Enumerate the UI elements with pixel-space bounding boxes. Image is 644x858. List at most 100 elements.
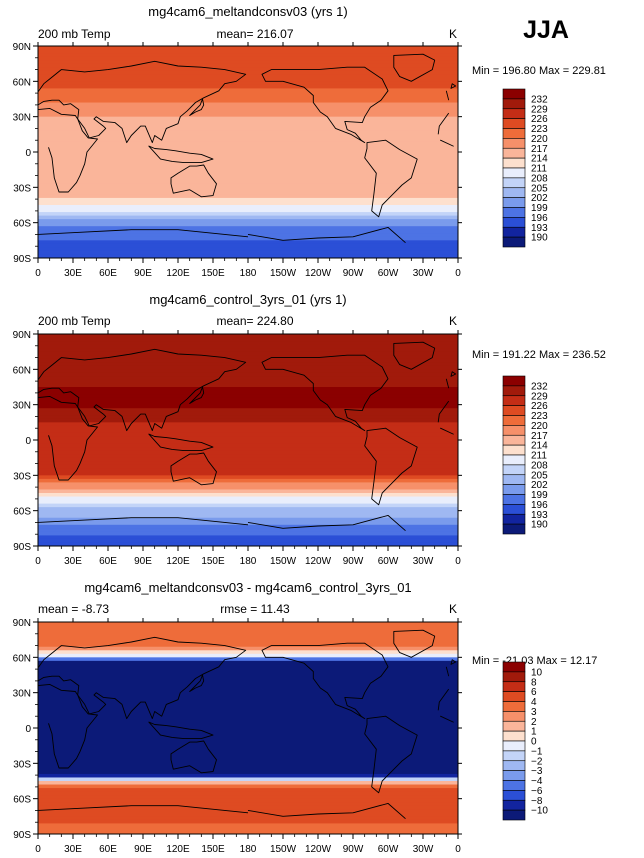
zonal-band (38, 173, 458, 178)
colorbar-level-label: −3 (531, 766, 543, 777)
colorbar-box (502, 504, 526, 515)
zonal-band (38, 84, 458, 89)
zonal-band (38, 247, 458, 252)
y-tick-label: 60S (13, 507, 31, 518)
zonal-band (38, 802, 458, 807)
colorbar-level-label: 2 (531, 717, 537, 728)
continent-outline (38, 107, 454, 193)
zonal-band (38, 376, 458, 381)
zonal-band (38, 731, 458, 736)
colorbar-level-label: 217 (531, 431, 548, 442)
colorbar-box (502, 454, 526, 466)
colorbar-level-label: −10 (531, 806, 548, 817)
zonal-band (38, 496, 458, 501)
colorbar-box (502, 138, 526, 149)
x-tick-label: 150E (201, 844, 225, 855)
x-tick-label: 150W (270, 268, 297, 279)
x-tick-label: 60E (99, 268, 117, 279)
x-tick-label: 180 (240, 556, 257, 567)
zonal-band (38, 116, 458, 121)
zonal-band (38, 212, 458, 217)
zonal-band (38, 351, 458, 356)
zonal-band (38, 696, 458, 701)
colorbar-box (502, 207, 526, 218)
colorbar-box (502, 98, 526, 110)
zonal-band (38, 390, 458, 395)
zonal-band (38, 531, 458, 536)
zonal-band (38, 826, 458, 832)
y-tick-label: 90N (13, 618, 31, 629)
zonal-band (38, 636, 458, 641)
continent-outline (38, 348, 450, 432)
x-tick-label: 150E (201, 556, 225, 567)
colorbar-level-label: 199 (531, 203, 548, 214)
zonal-band (38, 205, 458, 210)
colorbar-box (502, 464, 526, 476)
zonal-band (38, 660, 458, 665)
zonal-band (38, 454, 458, 459)
zonal-band (38, 102, 458, 107)
colorbar-box (502, 395, 526, 406)
colorbar-level-label: −1 (531, 746, 543, 757)
continent-outline (38, 60, 450, 144)
x-tick-label: 30W (413, 556, 434, 567)
colorbar-level-label: 220 (531, 421, 548, 432)
colorbar-box (502, 661, 526, 673)
colorbar: 2322292262232202172142112082052021991961… (502, 88, 548, 248)
map-field (38, 46, 458, 258)
zonal-band (38, 689, 458, 694)
colorbar-box (502, 434, 526, 446)
zonal-band (38, 355, 458, 360)
zonal-band (38, 763, 458, 768)
x-tick-label: 30W (413, 268, 434, 279)
zonal-band (38, 632, 458, 637)
x-tick-label: 150W (270, 556, 297, 567)
x-tick-label: 60W (378, 844, 399, 855)
zonal-band (38, 798, 458, 803)
zonal-band (38, 482, 458, 487)
colorbar-box (502, 750, 526, 762)
zonal-band (38, 334, 458, 339)
zonal-band (38, 703, 458, 708)
colorbar-box (502, 385, 526, 397)
zonal-band (38, 341, 458, 346)
variable-label: 200 mb Temp (38, 314, 111, 328)
zonal-band (38, 717, 458, 722)
zonal-band (38, 243, 458, 248)
colorbar-level-label: 229 (531, 104, 548, 115)
y-tick-label: 60S (13, 795, 31, 806)
zonal-band (38, 457, 458, 462)
colorbar-level-label: 223 (531, 411, 548, 422)
panel-control: mg4cam6_control_3yrs_01 (yrs 1) 200 mb T… (13, 292, 606, 567)
continent-outline (261, 354, 389, 432)
mean-label: mean= 216.07 (216, 27, 293, 41)
zonal-band (38, 130, 458, 135)
x-tick-label: 60E (99, 844, 117, 855)
colorbar-box (502, 720, 526, 732)
colorbar: 2322292262232202172142112082052021991961… (502, 375, 548, 535)
zonal-band (38, 348, 458, 353)
map-field (38, 334, 458, 546)
zonal-band (38, 113, 458, 118)
zonal-band (38, 436, 458, 441)
zonal-band (38, 538, 458, 544)
zonal-band (38, 745, 458, 750)
zonal-band (38, 120, 458, 125)
mean-label: mean= 224.80 (216, 314, 293, 328)
continent-outline (364, 427, 418, 506)
colorbar-level-label: −2 (531, 756, 543, 767)
zonal-band (38, 70, 458, 75)
zonal-band (38, 643, 458, 648)
zonal-band (38, 675, 458, 680)
zonal-band (38, 67, 458, 72)
zonal-band (38, 450, 458, 455)
zonal-band (38, 88, 458, 93)
zonal-band (38, 358, 458, 363)
zonal-band (38, 692, 458, 697)
y-tick-label: 90S (13, 254, 31, 265)
y-tick-label: 60N (13, 77, 31, 88)
zonal-band (38, 425, 458, 430)
zonal-band (38, 510, 458, 515)
colorbar-level-label: −4 (531, 776, 543, 787)
zonal-band (38, 127, 458, 132)
